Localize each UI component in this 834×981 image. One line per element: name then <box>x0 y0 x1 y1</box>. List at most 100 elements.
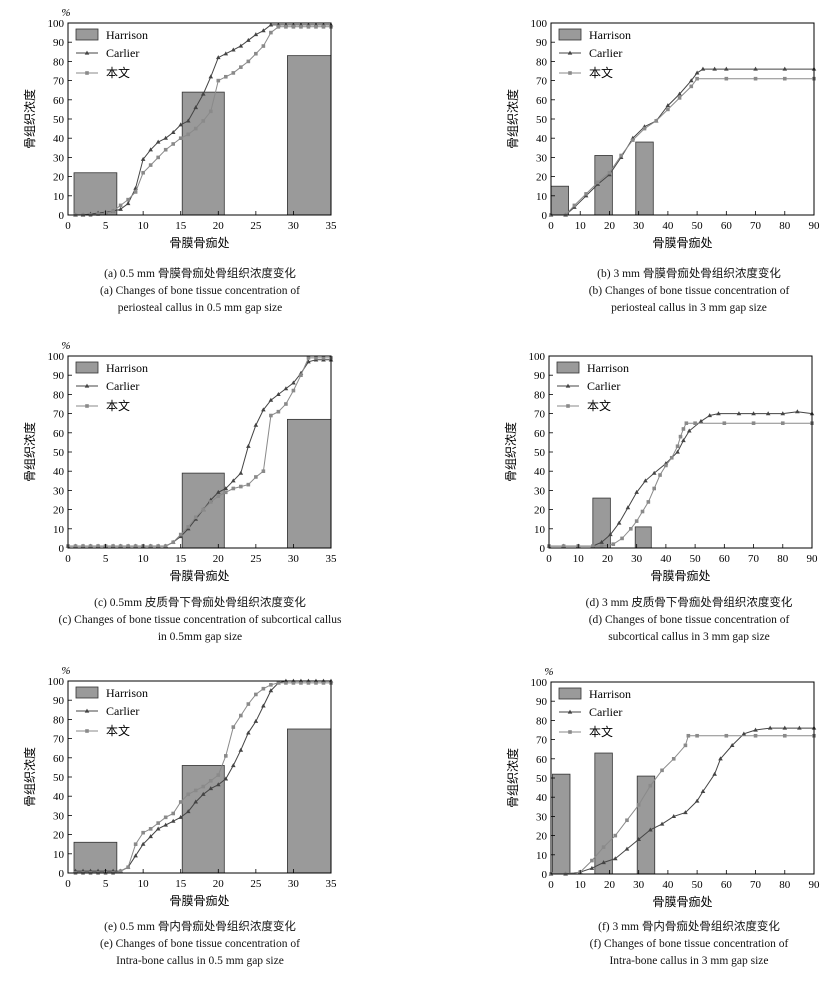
x-axis-label: 骨膜骨痂处 <box>169 568 229 583</box>
series-point-benwen <box>178 800 183 804</box>
y-tick-label: 40 <box>53 791 65 803</box>
series-line-carlier <box>551 68 814 216</box>
caption-cn-d: (d) 3 mm 皮质骨下骨痂处骨组织浓度变化 <box>585 597 793 609</box>
bar-harrison-2 <box>634 526 652 549</box>
series-point-benwen <box>126 544 130 548</box>
series-point-benwen <box>291 681 296 685</box>
series-point-benwen <box>631 138 635 142</box>
series-point-benwen <box>780 421 785 425</box>
y-unit-label: % <box>544 666 553 678</box>
series-point-carlier <box>765 411 771 416</box>
series-point-carlier <box>795 409 800 414</box>
x-tick-label: 60 <box>719 553 731 565</box>
y-tick-label: 70 <box>536 735 548 747</box>
series-point-benwen <box>269 683 273 687</box>
series-point-benwen <box>246 702 251 706</box>
caption-en-f-1: (f) Changes of bone tissue concentration… <box>589 938 789 950</box>
series-point-benwen <box>141 830 145 835</box>
series-point-benwen <box>314 25 318 29</box>
series-point-benwen <box>299 681 303 685</box>
y-unit-label: % <box>61 7 70 19</box>
y-unit-label: % <box>61 665 70 677</box>
series-point-carlier <box>185 809 191 814</box>
series-point-carlier <box>700 789 706 794</box>
y-tick-label: 70 <box>53 409 65 421</box>
x-tick-label: 40 <box>662 220 674 232</box>
legend-marker-benwen <box>85 71 89 75</box>
y-tick-label: 30 <box>536 811 548 823</box>
series-point-benwen <box>141 170 145 175</box>
series-point-benwen <box>261 469 266 473</box>
x-tick-label: 80 <box>779 879 791 891</box>
series-point-benwen <box>658 473 662 477</box>
series-point-benwen <box>111 209 115 213</box>
series-point-carlier <box>185 118 191 123</box>
series-point-benwen <box>96 544 100 548</box>
x-tick-label: 60 <box>721 879 733 891</box>
bar-harrison-1 <box>550 185 569 216</box>
series-point-benwen <box>254 475 258 479</box>
series-point-carlier <box>200 791 206 796</box>
series-point-carlier <box>140 156 146 161</box>
series-point-benwen <box>695 733 699 738</box>
series-point-benwen <box>681 427 686 431</box>
series-point-carlier <box>133 853 138 858</box>
caption-en-d-1: (d) Changes of bone tissue concentration… <box>588 614 790 626</box>
series-point-carlier <box>589 865 595 870</box>
caption-d: (d) 3 mm 皮质骨下骨痂处骨组织浓度变化 (d) Changes of b… <box>509 595 834 646</box>
x-tick-label: 30 <box>633 220 645 232</box>
series-point-benwen <box>156 544 160 548</box>
series-point-carlier <box>193 105 199 110</box>
series-line-carlier <box>549 411 813 547</box>
series-point-benwen <box>724 733 729 738</box>
x-tick-label: 80 <box>777 553 789 565</box>
y-tick-label: 40 <box>536 792 548 804</box>
x-tick-label: 15 <box>175 220 187 232</box>
caption-cn-c: (c) 0.5mm 皮质骨下骨痂处骨组织浓度变化 <box>94 597 306 609</box>
series-point-carlier <box>753 727 758 732</box>
x-tick-label: 70 <box>750 220 762 232</box>
series-point-benwen <box>620 536 624 541</box>
series-point-carlier <box>612 856 618 861</box>
x-tick-label: 60 <box>721 220 733 232</box>
series-point-carlier <box>155 139 161 144</box>
series-point-benwen <box>96 212 100 216</box>
y-tick-label: 90 <box>53 695 65 707</box>
y-tick-label: 50 <box>53 772 65 784</box>
series-point-carlier <box>659 821 665 826</box>
x-tick-label: 50 <box>692 879 704 891</box>
caption-cn-b: (b) 3 mm 骨膜骨痂处骨组织浓度变化 <box>597 268 781 280</box>
series-line-benwen <box>551 78 814 216</box>
y-tick-label: 90 <box>536 37 548 49</box>
series-point-benwen <box>595 180 600 185</box>
legend-label-benwen: 本文 <box>589 65 613 80</box>
y-tick-label: 20 <box>53 505 65 517</box>
y-tick-label: 50 <box>536 773 548 785</box>
legend-marker-carlier <box>84 383 90 388</box>
caption-en-c-1: (c) Changes of bone tissue concentration… <box>58 614 342 626</box>
x-tick-label: 15 <box>175 878 187 890</box>
series-point-carlier <box>782 725 788 730</box>
legend-label-harrison: Harrison <box>106 686 148 700</box>
x-tick-label: 10 <box>138 220 150 232</box>
x-tick-label: 15 <box>175 553 187 565</box>
chart-e: 0 5 10 15 20 25 30 35 0 10 20 30 40 50 60 70 80 90 100% 骨膜骨… <box>22 665 337 908</box>
y-tick-label: 0 <box>59 868 65 880</box>
series-point-benwen <box>118 203 123 208</box>
series-point-carlier <box>276 392 281 396</box>
series-point-benwen <box>591 544 595 548</box>
y-axis-label: 骨组织浓度 <box>505 89 520 149</box>
y-tick-label: 0 <box>542 210 548 222</box>
series-point-benwen <box>321 25 326 29</box>
series-point-benwen <box>724 76 729 81</box>
series-point-carlier <box>694 798 700 803</box>
y-tick-label: 100 <box>48 676 65 688</box>
legend-marker-carlier <box>565 383 571 388</box>
y-tick-label: 30 <box>534 485 546 497</box>
y-tick-label: 100 <box>531 18 548 30</box>
series-point-carlier <box>238 747 244 752</box>
series-point-carlier <box>246 730 251 735</box>
y-tick-label: 60 <box>536 95 548 107</box>
y-tick-label: 70 <box>53 734 65 746</box>
series-point-carlier <box>223 51 229 56</box>
